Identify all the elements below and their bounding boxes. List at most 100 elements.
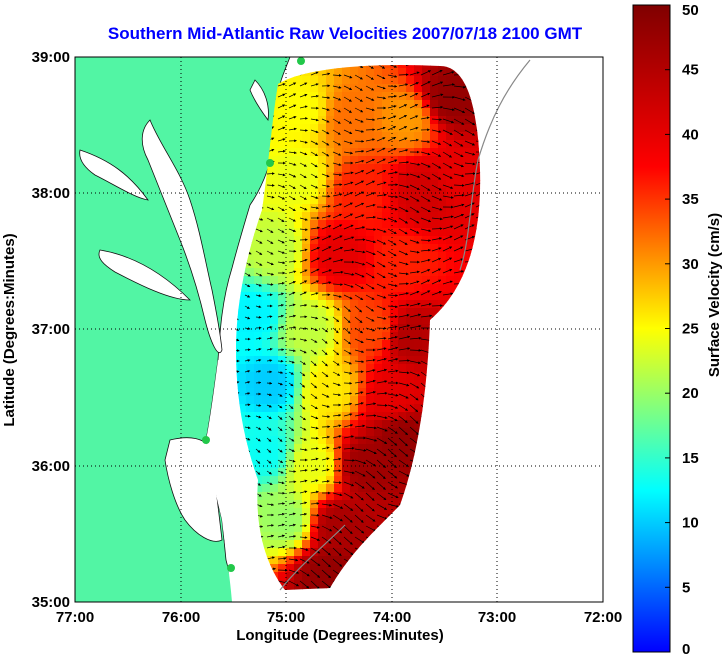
- velocity-cell: [350, 524, 359, 533]
- velocity-arrow: [310, 393, 318, 399]
- velocity-cell: [310, 148, 319, 157]
- velocity-cell: [374, 100, 383, 109]
- velocity-arrow: [321, 305, 330, 309]
- shelf-contour: [459, 59, 531, 271]
- velocity-cell: [254, 484, 263, 493]
- velocity-arrow: [387, 305, 398, 309]
- velocity-cell: [462, 100, 471, 109]
- velocity-cell: [406, 292, 415, 301]
- velocity-cell: [246, 244, 255, 253]
- velocity-arrow: [321, 215, 332, 219]
- velocity-cell: [286, 332, 295, 341]
- velocity-arrow: [332, 481, 342, 484]
- velocity-cell: [262, 284, 271, 293]
- velocity-arrow: [464, 224, 475, 230]
- velocity-arrow: [343, 338, 352, 345]
- velocity-cell: [246, 364, 255, 373]
- velocity-cell: [382, 348, 391, 357]
- velocity-arrow: [365, 437, 378, 442]
- velocity-arrow: [376, 239, 387, 245]
- velocity-cell: [398, 372, 407, 381]
- velocity-cell: [374, 500, 383, 509]
- velocity-cell: [382, 196, 391, 205]
- velocity-cell: [398, 244, 407, 253]
- velocity-cell: [270, 316, 279, 325]
- velocity-cell: [302, 452, 311, 461]
- velocity-cell: [414, 116, 423, 125]
- velocity-cell: [350, 460, 359, 469]
- velocity-cell: [278, 556, 287, 565]
- velocity-arrow: [442, 268, 453, 274]
- velocity-arrow: [420, 239, 432, 242]
- velocity-cell: [342, 412, 351, 421]
- velocity-arrow: [409, 371, 421, 377]
- velocity-cell: [278, 228, 287, 237]
- velocity-cell: [374, 340, 383, 349]
- velocity-arrow: [354, 180, 365, 186]
- velocity-cell: [294, 340, 303, 349]
- velocity-cell: [294, 468, 303, 477]
- velocity-cell: [382, 308, 391, 317]
- velocity-arrow: [365, 305, 374, 312]
- velocity-arrow: [376, 459, 386, 468]
- velocity-cell: [414, 92, 423, 101]
- velocity-cell: [270, 484, 279, 493]
- velocity-cell: [366, 300, 375, 309]
- velocity-cell: [270, 140, 279, 149]
- velocity-cell: [350, 116, 359, 125]
- velocity-arrow: [332, 514, 343, 522]
- velocity-cell: [358, 324, 367, 333]
- velocity-cell: [406, 172, 415, 181]
- velocity-cell: [358, 372, 367, 381]
- velocity-cell: [262, 180, 271, 189]
- velocity-arrow: [332, 492, 343, 497]
- velocity-cell: [358, 276, 367, 285]
- velocity-cell: [446, 292, 455, 301]
- velocity-cell: [278, 132, 287, 141]
- velocity-arrow: [354, 261, 366, 266]
- velocity-cell: [334, 484, 343, 493]
- velocity-cell: [350, 500, 359, 509]
- velocity-arrow: [288, 93, 297, 98]
- velocity-cell: [310, 300, 319, 309]
- velocity-cell: [236, 340, 239, 349]
- velocity-arrow: [288, 162, 297, 166]
- velocity-cell: [270, 228, 279, 237]
- velocity-cell: [454, 276, 463, 285]
- velocity-arrow: [255, 448, 261, 453]
- velocity-cell: [438, 148, 447, 157]
- velocity-cell: [318, 532, 327, 541]
- velocity-cell: [326, 180, 335, 189]
- velocity-arrow: [321, 468, 330, 472]
- velocity-arrow: [266, 415, 272, 420]
- velocity-cell: [286, 116, 295, 125]
- velocity-cell: [350, 436, 359, 445]
- velocity-cell: [334, 132, 343, 141]
- velocity-cell: [406, 196, 415, 205]
- velocity-arrow: [365, 390, 376, 395]
- velocity-cell: [286, 204, 295, 213]
- velocity-cell: [302, 260, 311, 269]
- velocity-cell: [318, 156, 327, 165]
- velocity-cell: [366, 172, 375, 181]
- velocity-cell: [350, 156, 359, 165]
- velocity-cell: [430, 292, 439, 301]
- velocity-cell: [278, 340, 287, 349]
- radar-station-marker: [297, 57, 305, 65]
- velocity-cell: [326, 172, 335, 181]
- plot-area: [75, 57, 603, 602]
- velocity-cell: [270, 404, 279, 413]
- velocity-cell: [326, 540, 335, 549]
- velocity-cell: [278, 284, 287, 293]
- velocity-arrow: [321, 415, 331, 418]
- velocity-arrow: [343, 140, 353, 145]
- velocity-arrow: [398, 382, 410, 387]
- velocity-arrow: [365, 261, 376, 267]
- velocity-arrow: [376, 137, 386, 142]
- velocity-cell: [438, 188, 447, 197]
- velocity-cell: [350, 124, 359, 133]
- velocity-arrow: [343, 424, 354, 428]
- velocity-cell: [422, 148, 431, 157]
- velocity-cell: [326, 276, 335, 285]
- velocity-arrow: [442, 280, 453, 285]
